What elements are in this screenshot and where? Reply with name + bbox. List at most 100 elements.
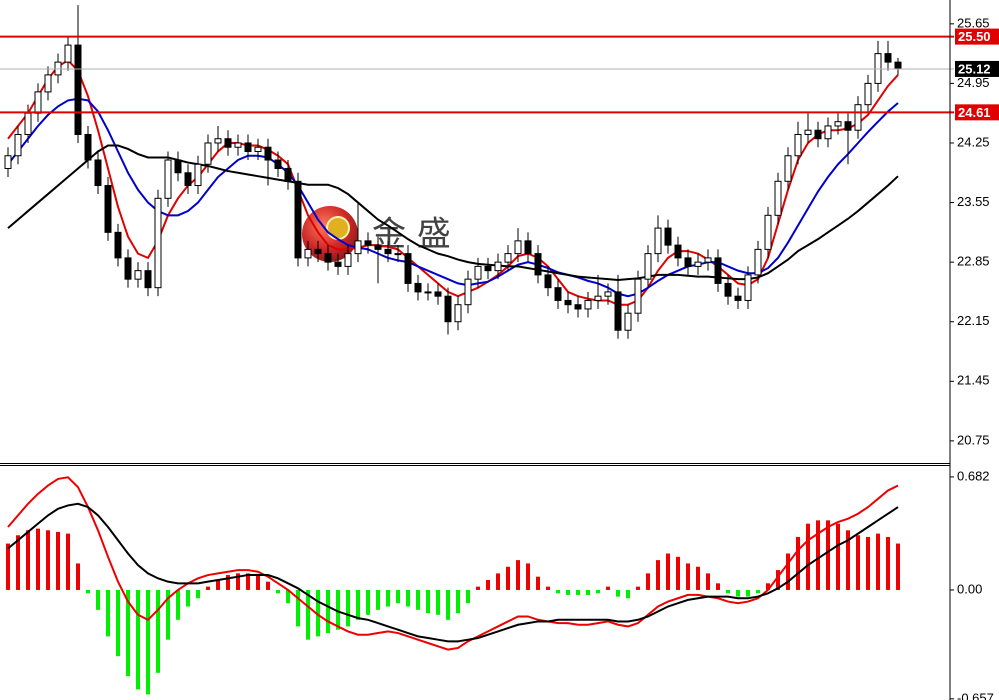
- candle-body: [514, 240, 522, 255]
- candle-body: [274, 159, 282, 170]
- candle-body: [814, 129, 822, 140]
- histogram-bar: [36, 528, 40, 590]
- histogram-bar: [646, 573, 650, 590]
- histogram-bar: [436, 589, 440, 615]
- histogram-bar: [526, 563, 530, 590]
- histogram-bar: [226, 575, 230, 590]
- histogram-bar: [746, 589, 750, 597]
- y-tick-label: 0.00: [957, 581, 982, 596]
- histogram-bar: [156, 589, 160, 673]
- histogram-bar: [356, 589, 360, 620]
- candle-body: [624, 312, 632, 331]
- logo-coin: [326, 216, 350, 240]
- candle-body: [714, 257, 722, 284]
- histogram-bar: [586, 589, 590, 595]
- candle-body: [434, 291, 442, 297]
- candle-body: [34, 91, 42, 114]
- histogram-bar: [876, 533, 880, 590]
- candle-body: [44, 74, 52, 93]
- histogram-bar: [246, 573, 250, 590]
- histogram-bar: [816, 520, 820, 590]
- candle-body: [384, 248, 392, 255]
- histogram-bar: [536, 576, 540, 590]
- histogram-bar: [126, 589, 130, 677]
- watermark-text: 金 盛: [372, 215, 451, 255]
- histogram-bar: [306, 589, 310, 640]
- histogram-bar: [136, 589, 140, 690]
- histogram-bar: [726, 589, 730, 594]
- histogram-bar: [756, 589, 760, 594]
- histogram-bar: [476, 586, 480, 590]
- candle-body: [694, 261, 702, 267]
- histogram-bar: [496, 573, 500, 590]
- candle-body: [224, 138, 232, 148]
- histogram-bar: [196, 589, 200, 599]
- histogram-bar: [696, 566, 700, 590]
- candle-body: [564, 299, 572, 306]
- histogram-bar: [576, 589, 580, 595]
- candle-body: [334, 261, 342, 267]
- histogram-bar: [796, 536, 800, 590]
- histogram-bar: [46, 530, 50, 590]
- histogram-bar: [426, 589, 430, 614]
- candle-body: [204, 142, 212, 165]
- histogram-bar: [636, 586, 640, 590]
- histogram-bar: [846, 530, 850, 590]
- candle-body: [194, 163, 202, 187]
- candle-body: [134, 270, 142, 280]
- macd-line: [7, 476, 899, 651]
- y-tick-label: 24.25: [957, 134, 990, 149]
- y-tick-label: 20.75: [957, 432, 990, 447]
- histogram-bar: [806, 523, 810, 590]
- histogram-bar: [556, 589, 560, 594]
- histogram-bar: [16, 535, 20, 590]
- histogram-bar: [516, 560, 520, 590]
- candle-body: [84, 133, 92, 161]
- candle-body: [474, 265, 482, 280]
- histogram-bar: [366, 589, 370, 615]
- histogram-bar: [456, 589, 460, 614]
- candle-body: [574, 304, 582, 310]
- histogram-bar: [446, 589, 450, 620]
- candle-body: [754, 248, 762, 276]
- candle-body: [584, 299, 592, 310]
- candle-body: [774, 180, 782, 216]
- histogram-bar: [166, 589, 170, 640]
- histogram-bar: [286, 589, 290, 604]
- histogram-bar: [626, 589, 630, 599]
- histogram-bar: [786, 553, 790, 590]
- histogram-bar: [886, 536, 890, 590]
- candle-body: [524, 240, 532, 255]
- price-label-box: [955, 28, 999, 45]
- histogram-bar: [236, 573, 240, 590]
- histogram-bar: [596, 589, 600, 594]
- histogram-bar: [706, 573, 710, 590]
- histogram-bar: [676, 556, 680, 590]
- y-tick-label: 22.15: [957, 313, 990, 328]
- histogram-bar: [406, 589, 410, 607]
- histogram-bar: [66, 533, 70, 590]
- candle-body: [794, 133, 802, 157]
- candle-body: [604, 291, 612, 297]
- candle-body: [644, 253, 652, 280]
- candle-body: [104, 185, 112, 233]
- candle-body: [214, 138, 222, 144]
- histogram-bar: [466, 589, 470, 604]
- candle-body: [304, 248, 312, 259]
- histogram-bar: [396, 589, 400, 604]
- candle-body: [124, 257, 132, 280]
- y-tick-label: 24.95: [957, 75, 990, 90]
- candle-body: [364, 240, 372, 246]
- histogram-bar: [26, 530, 30, 590]
- candle-body: [704, 257, 712, 263]
- candle-body: [824, 125, 832, 140]
- candle-body: [734, 295, 742, 301]
- candle-body: [14, 133, 22, 157]
- candle-body: [464, 278, 472, 306]
- candle-body: [894, 61, 902, 70]
- histogram-bar: [546, 586, 550, 590]
- candle-body: [594, 295, 602, 301]
- candle-body: [394, 253, 402, 256]
- candle-body: [414, 282, 422, 293]
